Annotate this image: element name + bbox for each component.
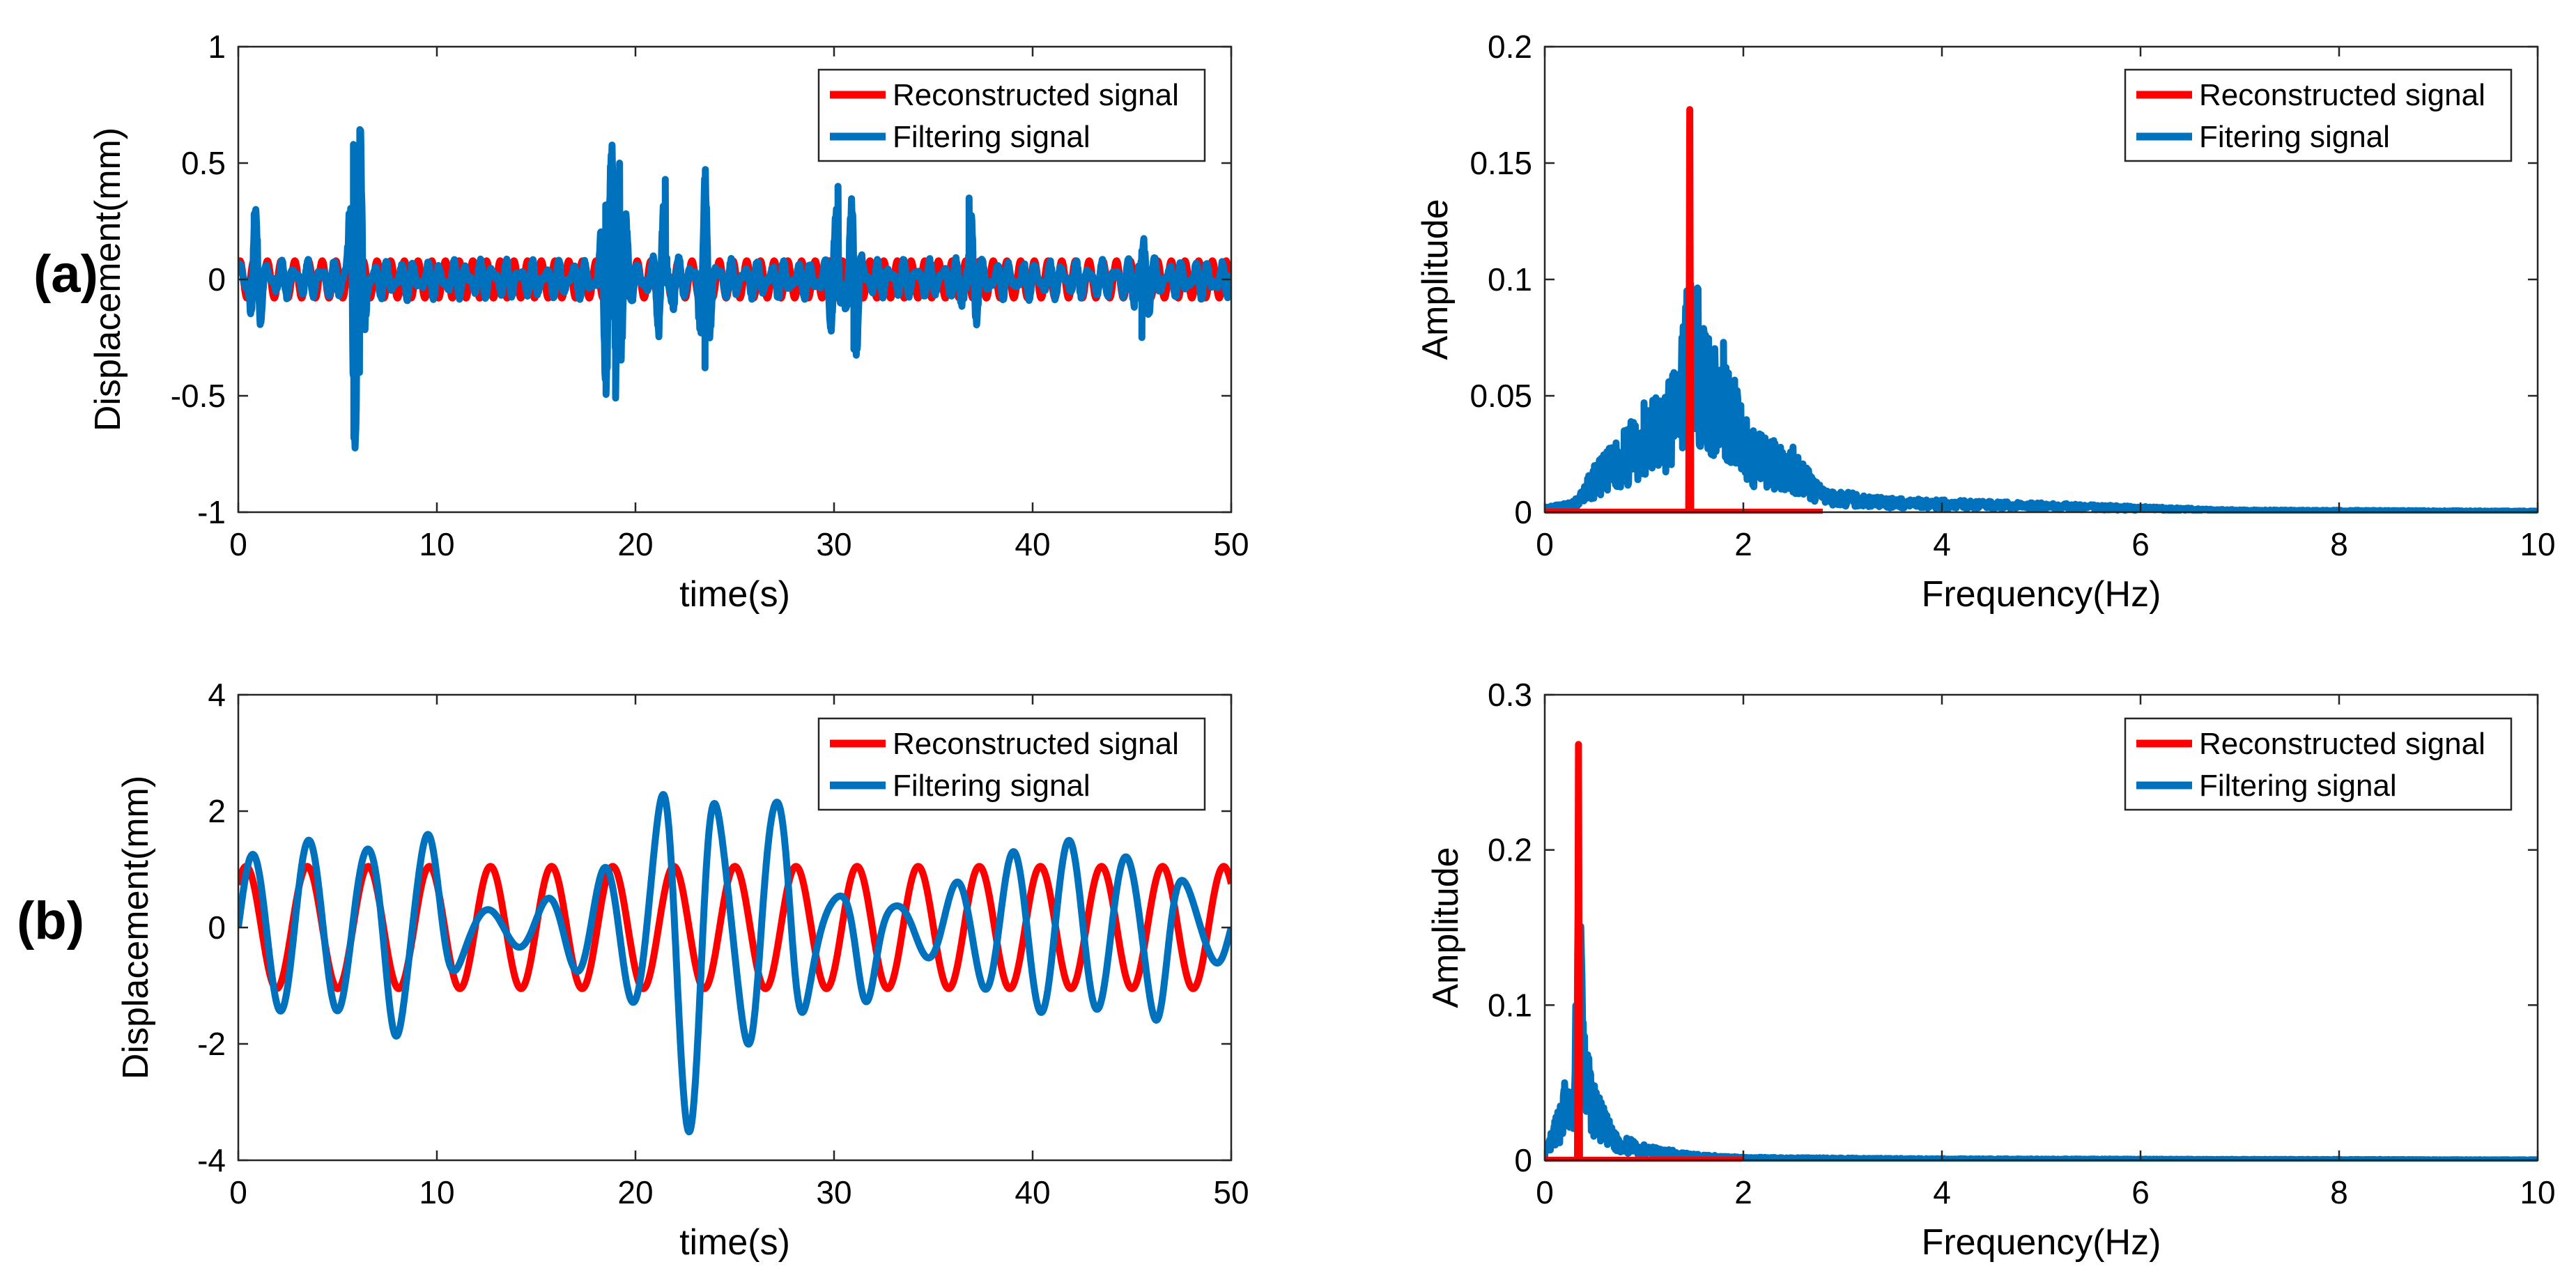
legend: Reconstructed signal Filtering signal (817, 68, 1206, 162)
y-tick-label: 0.05 (1470, 378, 1532, 414)
panel-label-b: (b) (17, 891, 85, 951)
x-axis-label: time(s) (679, 1222, 790, 1263)
x-tick-label: 30 (816, 1174, 851, 1210)
y-tick-label: -0.5 (171, 378, 226, 414)
y-tick-label: 2 (208, 793, 226, 829)
legend-box (817, 717, 1206, 811)
y-tick-label: -1 (197, 494, 226, 530)
x-axis-label: Frequency(Hz) (1922, 1222, 2161, 1263)
legend-entry: Filtering signal (893, 120, 1090, 154)
x-tick-label: 8 (2330, 1174, 2348, 1210)
chart-b-frequency: 0 2 4 6 8 10 0 0.1 0.2 0.3 Frequency(Hz) Amplitude R… (1426, 677, 2556, 1263)
y-tick-label: 0 (208, 261, 226, 298)
x-axis-label: time(s) (679, 574, 790, 615)
series-line-filtering (238, 126, 1231, 452)
chart-b-time: 0 10 20 30 40 50 -4 -2 0 2 4 time(s) Displacement(mm… (116, 677, 1249, 1263)
panel-label-a: (a) (33, 245, 98, 304)
legend-entry: Reconstructed signal (893, 727, 1179, 761)
y-tick-label: 0 (208, 909, 226, 946)
x-tick-label: 2 (1734, 1174, 1752, 1210)
x-tick-label: 30 (816, 526, 851, 562)
x-tick-label: 20 (617, 526, 653, 562)
legend-entry: Fitering signal (2199, 120, 2390, 154)
legend-entry: Filtering signal (893, 769, 1090, 803)
x-tick-label: 10 (419, 526, 454, 562)
legend-box (2124, 717, 2513, 811)
y-tick-label: 1 (208, 29, 226, 65)
y-tick-label: 0.5 (181, 145, 226, 181)
x-tick-label: 10 (2520, 526, 2555, 562)
y-axis-label: Displacement(mm) (116, 776, 156, 1079)
x-tick-label: 4 (1933, 526, 1951, 562)
x-tick-label: 2 (1734, 526, 1752, 562)
legend-entry: Reconstructed signal (2199, 727, 2485, 761)
y-tick-label: 0 (1514, 1142, 1532, 1178)
x-tick-label: 6 (2131, 1174, 2150, 1210)
x-tick-label: 6 (2131, 526, 2150, 562)
x-tick-label: 0 (1536, 526, 1554, 562)
legend: Reconstructed signal Filtering signal (2124, 717, 2513, 811)
x-tick-label: 0 (1536, 1174, 1554, 1210)
x-tick-label: 50 (1213, 526, 1249, 562)
x-tick-label: 0 (229, 526, 247, 562)
series-line-filtering (238, 791, 1231, 1136)
legend-entry: Reconstructed signal (2199, 78, 2485, 112)
y-tick-label: 0.1 (1488, 261, 1532, 298)
y-tick-label: 0.1 (1488, 987, 1532, 1023)
legend-box (817, 68, 1206, 162)
legend-entry: Filtering signal (2199, 769, 2397, 803)
y-tick-label: 0.2 (1488, 832, 1532, 868)
y-axis-label: Amplitude (1415, 199, 1456, 360)
x-tick-label: 40 (1015, 1174, 1050, 1210)
series-line-filtering (1545, 252, 2538, 514)
chart-a-time: 0 10 20 30 40 50 -1 -0.5 0 0.5 1 time(s) Displacemen… (88, 29, 1249, 615)
x-tick-label: 4 (1933, 1174, 1951, 1210)
x-tick-label: 50 (1213, 1174, 1249, 1210)
x-tick-label: 10 (419, 1174, 454, 1210)
legend: Reconstructed signal Filtering signal (817, 717, 1206, 811)
y-tick-label: 0.2 (1488, 29, 1532, 65)
legend-box (2124, 68, 2513, 162)
y-tick-label: 0.3 (1488, 677, 1532, 713)
x-axis-label: Frequency(Hz) (1922, 574, 2161, 615)
y-tick-label: 4 (208, 677, 226, 713)
x-tick-label: 20 (617, 1174, 653, 1210)
y-axis-label: Amplitude (1426, 847, 1466, 1008)
axes-frame (1543, 693, 2539, 1162)
x-tick-label: 40 (1015, 526, 1050, 562)
x-tick-label: 0 (229, 1174, 247, 1210)
legend-entry: Reconstructed signal (893, 78, 1179, 112)
y-axis-label: Displacement(mm) (88, 128, 128, 431)
x-tick-label: 10 (2520, 1174, 2555, 1210)
y-tick-label: 0.15 (1470, 145, 1532, 181)
chart-a-frequency: 0 2 4 6 8 10 0 0.05 0.1 0.15 0.2 Frequency(Hz) Ampli… (1415, 29, 2556, 615)
y-tick-label: 0 (1514, 494, 1532, 530)
legend: Reconstructed signal Fitering signal (2124, 68, 2513, 162)
y-tick-label: -2 (197, 1026, 226, 1062)
y-tick-label: -4 (197, 1142, 226, 1178)
x-tick-label: 8 (2330, 526, 2348, 562)
